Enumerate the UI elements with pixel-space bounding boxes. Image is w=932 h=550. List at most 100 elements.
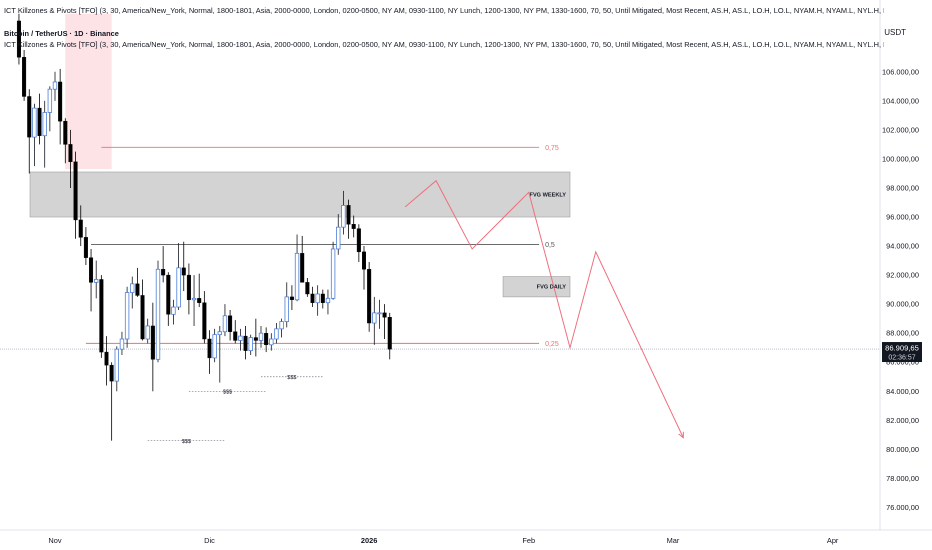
candle-body-63 (341, 204, 346, 228)
candle-2 (27, 89, 32, 174)
candle-39 (217, 325, 222, 383)
candle-70 (377, 299, 382, 329)
candle-72 (387, 312, 392, 360)
candle-62 (336, 214, 341, 255)
candle-body-33 (186, 274, 191, 300)
candle-43 (238, 328, 243, 351)
current-price-tag: 86.909,65 02:36:57 (882, 342, 922, 363)
candle-59 (320, 289, 325, 309)
price-tick-6: 88.000,00 (886, 329, 919, 338)
candle-body-12 (78, 219, 83, 238)
candle-body-59 (320, 293, 325, 303)
time-tick-1: Dic (204, 536, 215, 545)
zone-0 (29, 171, 571, 218)
candle-18 (109, 362, 114, 441)
candle-1 (22, 50, 27, 101)
candle-17 (104, 336, 109, 386)
time-tick-0: Nov (48, 536, 61, 545)
candle-57 (310, 286, 315, 308)
candle-body-31 (176, 267, 181, 308)
candle-8 (58, 68, 63, 145)
candle-64 (346, 199, 351, 239)
price-tick-3: 82.000,00 (886, 416, 919, 425)
price-tick-11: 98.000,00 (886, 183, 919, 192)
candle-23 (135, 267, 140, 297)
candle-body-17 (104, 351, 109, 366)
candle-body-57 (310, 293, 315, 303)
candle-body-1 (22, 57, 27, 97)
candle-12 (78, 205, 83, 247)
price-tick-4: 84.000,00 (886, 387, 919, 396)
candle-4 (37, 93, 42, 145)
candle-55 (300, 235, 305, 283)
candle-body-26 (150, 325, 155, 360)
candle-body-66 (356, 228, 361, 253)
candle-body-56 (305, 282, 310, 295)
candle-body-29 (166, 274, 171, 315)
time-axis[interactable]: Nov Dic 2026 Feb Mar Apr (0, 529, 932, 545)
candle-67 (362, 246, 367, 290)
candle-body-35 (197, 298, 202, 303)
time-tick-3: Feb (522, 536, 535, 545)
fib-label-0: 0,75 (545, 145, 559, 152)
price-tick-1: 78.000,00 (886, 474, 919, 483)
candle-body-28 (161, 269, 166, 276)
candle-body-54 (294, 252, 300, 301)
candle-body-45 (248, 337, 253, 352)
candle-body-30 (171, 306, 176, 315)
candle-32 (181, 241, 186, 292)
candle-10 (68, 129, 73, 188)
candle-37 (207, 330, 212, 374)
indicator-legend[interactable]: ICT Killzones & Pivots [TFO] (3, 30, Ame… (4, 40, 884, 49)
liquidity-label-0: $$$ (182, 439, 191, 445)
price-tick-8: 92.000,00 (886, 271, 919, 280)
price-tick-0: 76.000,00 (886, 503, 919, 512)
candle-65 (351, 215, 356, 238)
candle-27 (155, 260, 161, 363)
candle-45 (248, 334, 253, 355)
time-tick-2: 2026 (361, 536, 377, 545)
candle-body-52 (284, 296, 289, 322)
candle-body-18 (109, 364, 114, 382)
candle-68 (367, 262, 372, 332)
candle-body-23 (135, 283, 140, 296)
candle-48 (264, 327, 269, 353)
candle-body-32 (181, 267, 186, 276)
indicator-legend-top[interactable]: ICT Killzones & Pivots [TFO] (3, 30, Ame… (4, 6, 884, 15)
candle-body-5 (42, 112, 47, 137)
zone-label-1: FVG DAILY (537, 285, 567, 291)
time-tick-5: Apr (827, 536, 839, 545)
candle-body-43 (238, 335, 243, 341)
candle-body-27 (155, 268, 161, 360)
candle-body-19 (114, 348, 119, 382)
candle-34 (191, 275, 197, 326)
candle-15 (94, 260, 99, 299)
candle-22 (130, 276, 135, 309)
candle-13 (83, 227, 88, 265)
price-tick-7: 90.000,00 (886, 300, 919, 309)
candle-41 (228, 309, 233, 341)
candle-body-8 (58, 81, 63, 122)
candle-19 (114, 346, 119, 392)
candle-body-37 (207, 338, 212, 359)
candle-body-40 (222, 315, 228, 333)
symbol-title[interactable]: Bitcoin / TetherUS · 1D · Binance (4, 29, 884, 38)
candle-body-58 (315, 293, 320, 304)
candle-body-16 (99, 279, 104, 353)
candle-body-61 (330, 248, 336, 299)
candle-body-50 (274, 328, 279, 340)
candle-body-53 (289, 296, 294, 300)
price-tag-countdown: 02:36:57 (888, 355, 915, 362)
price-axis[interactable]: 76.000,00 78.000,00 80.000,00 82.000,00 84.0… (879, 0, 919, 530)
candle-body-69 (372, 312, 377, 324)
candle-body-60 (325, 297, 331, 304)
candle-body-36 (202, 302, 207, 340)
time-tick-4: Mar (667, 536, 680, 545)
candle-body-14 (89, 257, 94, 283)
price-tick-5: 86.000,00 (886, 358, 919, 367)
candle-16 (99, 275, 104, 358)
candle-body-20 (119, 338, 125, 350)
price-tick-14: 104.000,00 (882, 96, 919, 105)
candle-body-3 (32, 107, 37, 138)
